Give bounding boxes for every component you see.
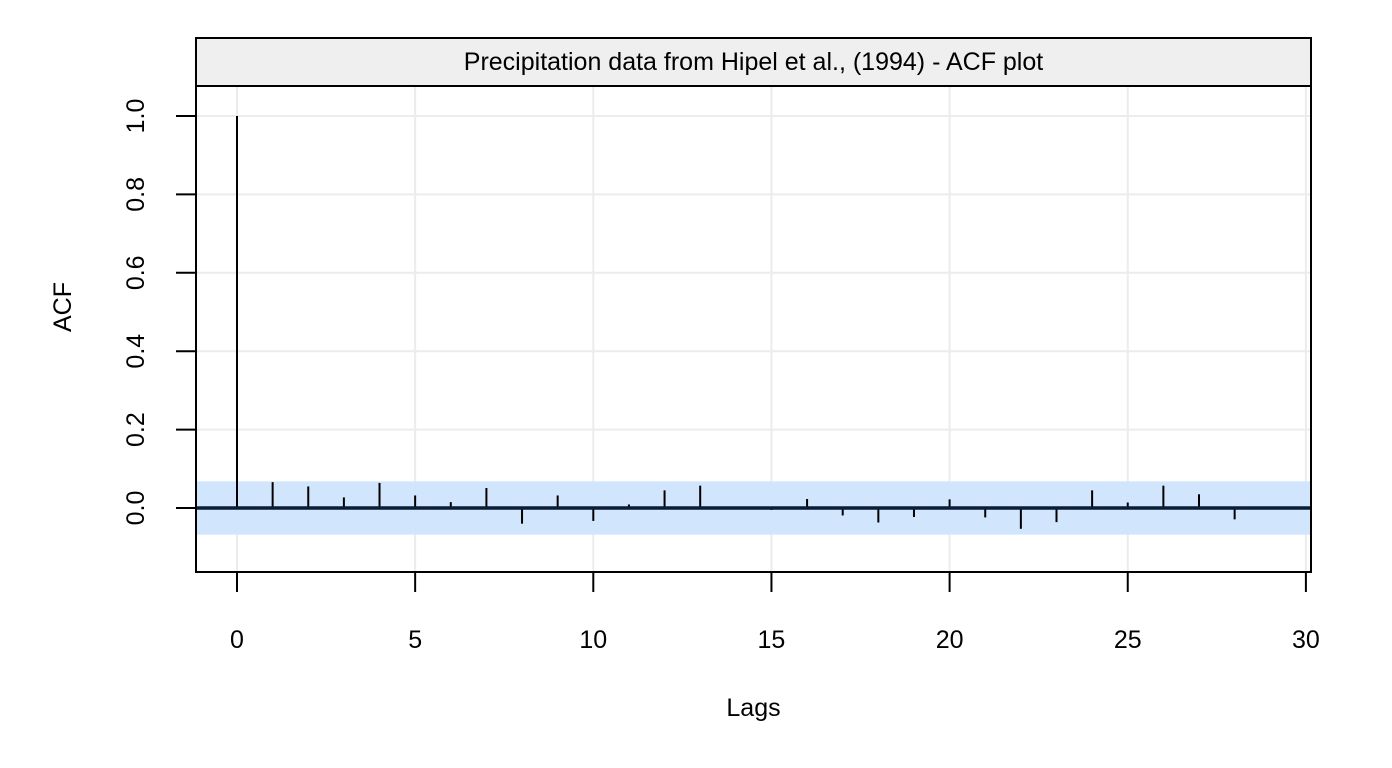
chart-title: Precipitation data from Hipel et al., (1… — [464, 48, 1043, 76]
x-tick-label: 15 — [758, 626, 786, 654]
x-tick-label: 0 — [230, 626, 244, 654]
y-tick-label: 0.8 — [122, 177, 150, 212]
x-tick-label: 10 — [579, 626, 607, 654]
y-tick-label: 0.2 — [122, 412, 150, 447]
x-axis-title: Lags — [726, 694, 780, 722]
title-strip — [195, 37, 1312, 87]
plot-area — [196, 86, 1311, 572]
y-tick-label: 0.6 — [122, 255, 150, 290]
y-tick-label: 0.4 — [122, 334, 150, 369]
y-axis: 0.0 0.2 0.4 0.6 0.8 1.0 — [122, 99, 196, 526]
x-tick-label: 20 — [936, 626, 964, 654]
x-tick-label: 5 — [408, 626, 422, 654]
x-axis: 0 5 10 15 20 25 30 — [230, 572, 1320, 654]
y-tick-label: 0.0 — [122, 491, 150, 526]
y-axis-title: ACF — [49, 282, 77, 332]
x-tick-label: 30 — [1292, 626, 1320, 654]
plot-frame — [195, 85, 1312, 573]
y-tick-label: 1.0 — [122, 99, 150, 134]
x-tick-label: 25 — [1114, 626, 1142, 654]
